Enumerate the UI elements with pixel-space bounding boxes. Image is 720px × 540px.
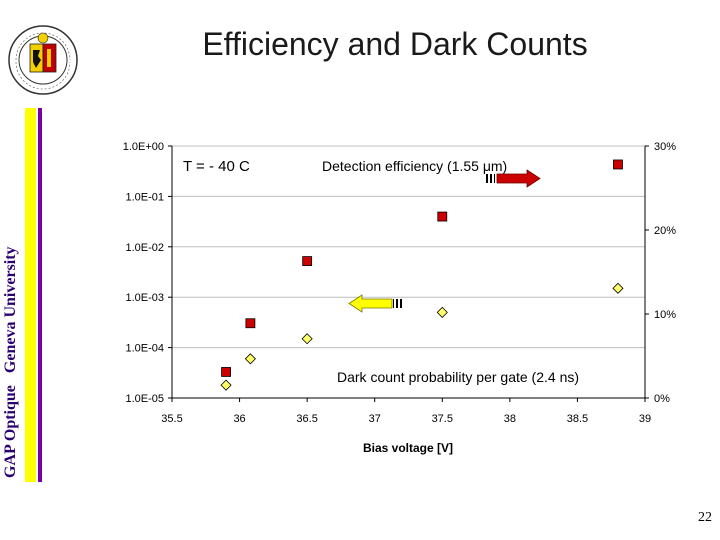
x-tick-label: 35.5 [161,413,182,425]
dark-count-point [612,282,624,294]
dark-count-point [436,306,448,318]
right-tick-label: 20% [654,225,676,237]
side-accent-bar-purple [38,108,42,482]
left-tick-label: 1.0E-05 [125,393,164,405]
efficiency-point [221,367,231,377]
x-axis-label: Bias voltage [V] [363,441,453,455]
left-tick-label: 1.0E-04 [125,343,164,355]
x-tick-label: 37 [369,413,381,425]
x-tick-label: 36.5 [296,413,317,425]
slide-title: Efficiency and Dark Counts [202,26,588,62]
efficiency-annotation: Detection efficiency (1.55 μm) [322,158,507,174]
axes [171,146,646,399]
x-tick-label: 39 [639,413,651,425]
temperature-annotation: T = - 40 C [183,158,250,175]
dark-count-annotation: Dark count probability per gate (2.4 ns) [337,369,579,385]
right-tick-label: 10% [654,309,676,321]
dark-count-point [244,353,256,365]
x-tick-label: 38.5 [567,413,588,425]
plot-area [172,146,645,398]
right-arrow-icon [486,169,541,188]
x-tick-label: 38 [504,413,516,425]
efficiency-point [245,318,256,329]
left-axis-ticks: 1.0E+00 1.0E-01 1.0E-02 1.0E-03 1.0E-04 1.0E-… [123,141,172,405]
dark-count-point [301,333,313,345]
efficiency-point [437,211,448,222]
left-tick-label: 1.0E+00 [123,141,164,153]
data-marks [220,159,624,391]
x-axis-ticks: 35.5 36 36.5 37 37.5 38 38.5 39 [161,398,651,425]
side-accent-bar-yellow [25,108,36,482]
page-number: 22 [698,510,712,525]
x-tick-label: 36 [233,413,245,425]
left-tick-label: 1.0E-03 [125,292,164,304]
left-arrow-icon [348,294,402,313]
right-tick-label: 0% [654,393,670,405]
university-seal-icon [6,22,80,102]
dark-count-point [220,379,232,391]
x-tick-label: 37.5 [432,413,453,425]
efficiency-point [613,159,623,170]
left-tick-label: 1.0E-02 [125,242,164,254]
right-tick-label: 30% [654,141,676,153]
efficiency-point [302,256,313,266]
left-tick-label: 1.0E-01 [125,191,164,203]
right-axis-ticks: 30% 20% 10% 0% [645,141,676,405]
